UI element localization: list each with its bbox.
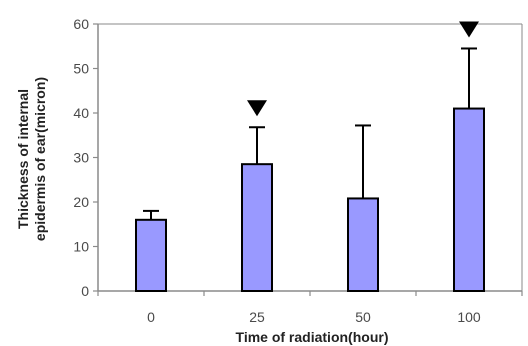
bar-25 (241, 163, 273, 292)
y-tick-label-40: 40 (73, 105, 89, 121)
y-axis-title-line-2: epidermis of ear(micron) (32, 77, 48, 241)
y-tick-label-10: 10 (73, 239, 89, 255)
x-tick-label-25: 25 (249, 309, 265, 325)
y-tick-label-0: 0 (81, 283, 89, 299)
y-tick-label-30: 30 (73, 150, 89, 166)
significance-marker-25 (247, 100, 267, 117)
significance-marker-100 (459, 21, 479, 38)
y-axis-title-line-1: Thickness of internal (15, 89, 31, 229)
axes (93, 23, 523, 296)
y-tick-label-20: 20 (73, 194, 89, 210)
significance-markers (247, 21, 479, 117)
error-bars (143, 47, 477, 220)
x-tick-label-100: 100 (457, 309, 481, 325)
x-tick-label-50: 50 (355, 309, 371, 325)
bar-0 (135, 218, 167, 292)
x-tick-labels: 0 25 50 100 (147, 309, 481, 325)
bar-50 (347, 197, 379, 292)
y-tick-label-50: 50 (73, 61, 89, 77)
plot-frame (98, 23, 523, 291)
x-axis-title: Time of radiation(hour) (236, 329, 389, 345)
y-axis-title: Thickness of internal epidermis of ear(m… (15, 77, 48, 241)
x-tick-label-0: 0 (147, 309, 155, 325)
y-tick-labels: 0 10 20 30 40 50 60 (73, 16, 89, 299)
bar-100 (453, 107, 485, 292)
y-tick-label-60: 60 (73, 16, 89, 32)
bars (135, 107, 485, 292)
